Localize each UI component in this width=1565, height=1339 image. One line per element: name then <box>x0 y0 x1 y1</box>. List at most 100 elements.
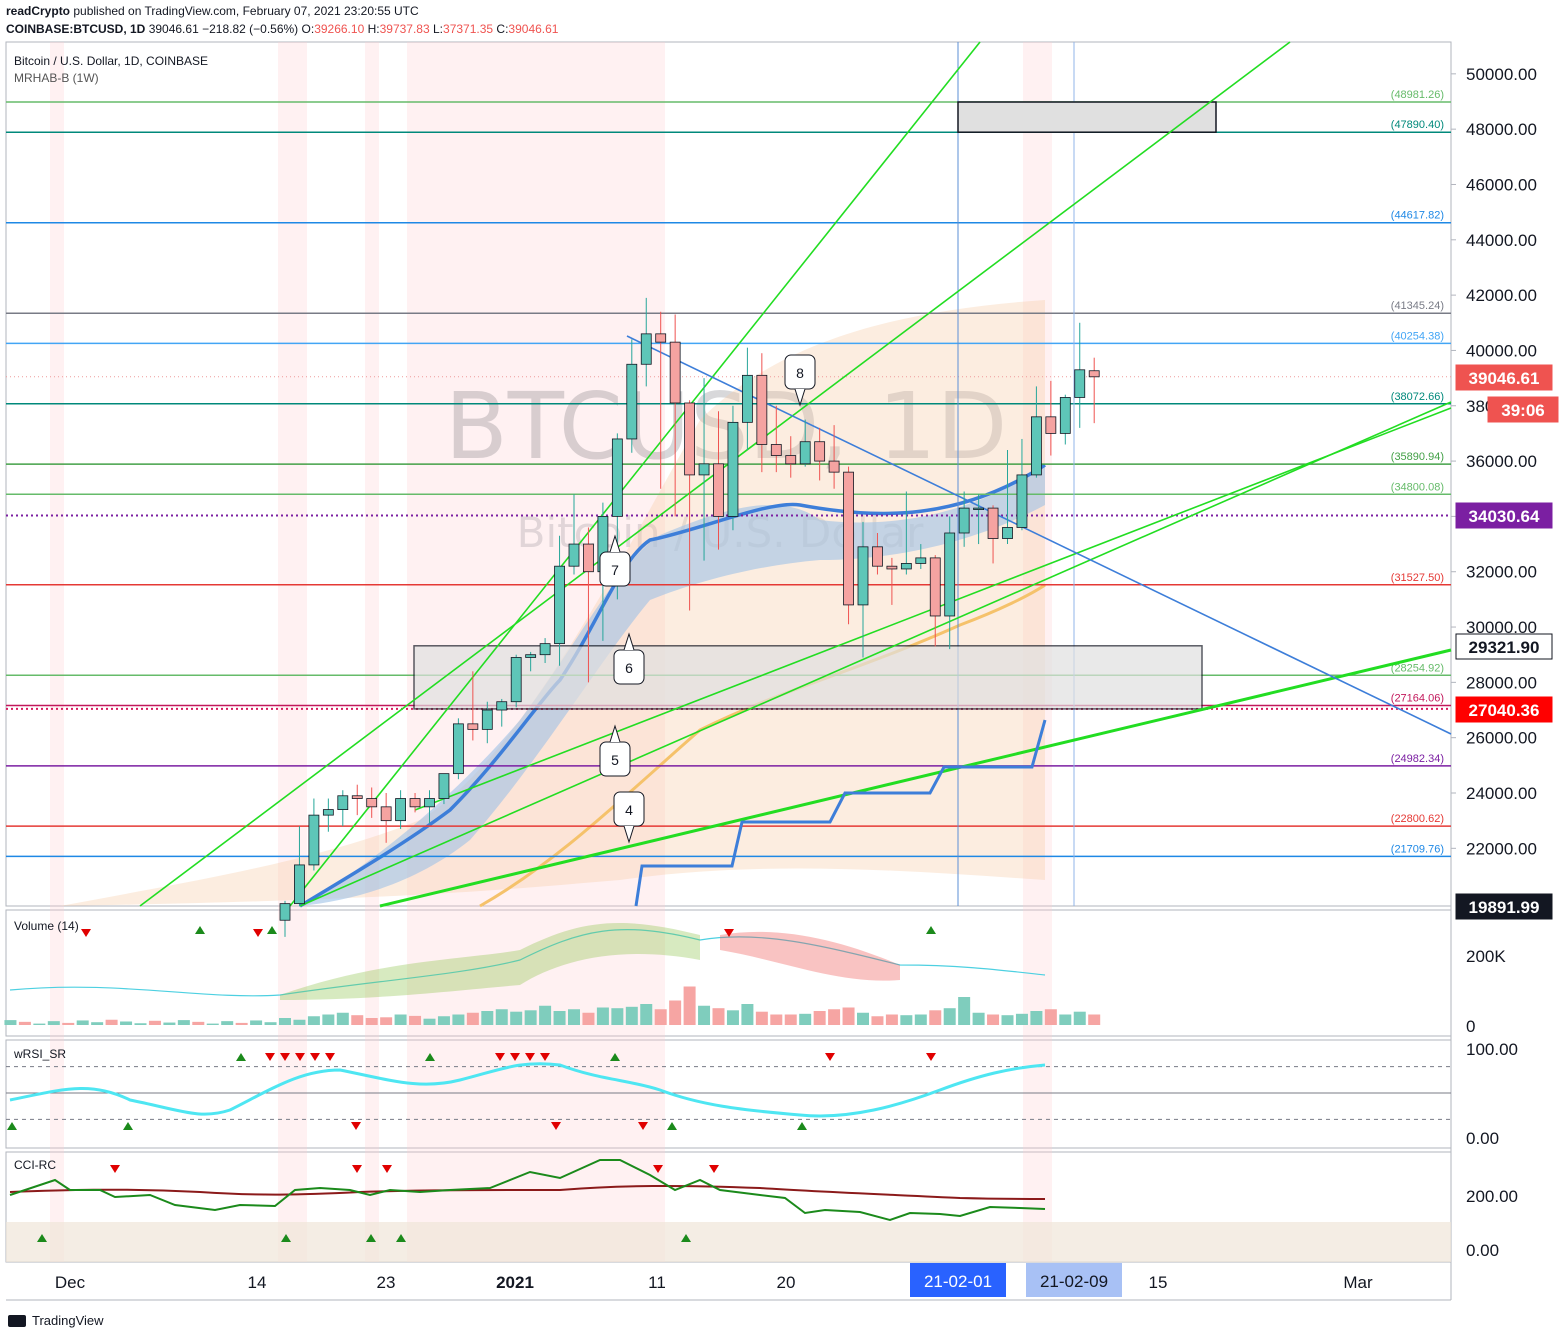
volume-bar <box>33 1023 46 1025</box>
date-badge-label: 21-02-01 <box>924 1272 992 1291</box>
volume-bar <box>799 1013 812 1025</box>
level-label: (22800.62) <box>1391 813 1444 825</box>
candle <box>424 790 435 824</box>
wave-label-pointer <box>794 388 806 407</box>
volume-ma-line <box>9 928 1046 997</box>
wrsi-pane-title: wRSI_SR <box>14 1047 67 1061</box>
level-label: (41345.24) <box>1391 300 1444 312</box>
volume-green-cloud <box>280 923 700 1000</box>
volume-bar <box>1073 1011 1086 1025</box>
volume-bar <box>712 1008 725 1025</box>
sell-arrow <box>295 1053 305 1061</box>
session-band <box>365 42 379 1262</box>
sell-arrow <box>709 1165 719 1173</box>
candle-body <box>1074 369 1086 398</box>
candle <box>799 419 811 467</box>
sell-arrow <box>265 1053 275 1061</box>
volume-bar <box>784 1014 797 1025</box>
weekly-step-line <box>634 719 1047 907</box>
buy-arrow <box>267 926 277 934</box>
candle-body <box>452 723 464 775</box>
candle-body <box>799 441 811 465</box>
cci-tick-label: 0.00 <box>1466 1241 1499 1260</box>
wave-label-text: 7 <box>611 562 619 578</box>
candle-body <box>814 441 826 462</box>
sell-arrow <box>638 1122 648 1130</box>
sell-arrow <box>926 1053 936 1061</box>
candle <box>1031 386 1042 478</box>
candle <box>857 521 869 658</box>
volume-bar <box>206 1023 219 1025</box>
session-band <box>293 42 307 1262</box>
buy-arrow <box>236 1053 246 1061</box>
volume-tick-label: 0 <box>1466 1017 1475 1036</box>
volume-red-cloud <box>720 931 900 981</box>
sell-arrow <box>253 929 263 937</box>
sell-arrow <box>352 1165 362 1173</box>
volume-bar <box>192 1021 205 1025</box>
candle-body <box>308 814 320 866</box>
open-value: 39266.10 <box>314 22 365 36</box>
volume-bar <box>495 1009 508 1025</box>
buy-arrow <box>926 926 936 934</box>
buy-arrow <box>281 1234 291 1242</box>
wave-label-pointer <box>623 825 635 844</box>
volume-bar <box>18 1021 31 1025</box>
volume-bar <box>755 1011 768 1025</box>
candle-body <box>467 723 479 730</box>
candle <box>684 400 695 611</box>
candle <box>554 535 565 666</box>
green-trendline <box>289 41 981 907</box>
volume-bar <box>163 1022 176 1025</box>
candle <box>669 314 681 517</box>
volume-bar <box>148 1020 161 1025</box>
price-badge-label: 27040.36 <box>1469 701 1540 720</box>
volume-bar <box>91 1022 104 1025</box>
candle-body <box>510 657 522 703</box>
price-badge <box>1455 893 1553 920</box>
volume-bar <box>914 1014 927 1025</box>
price-tick-label: 26000.00 <box>1466 729 1537 748</box>
volume-bar <box>625 1006 638 1025</box>
footer-brand: TradingView <box>32 1313 104 1328</box>
level-label: (21709.76) <box>1391 843 1444 855</box>
candle <box>886 557 898 605</box>
price-tick-label: 48000.00 <box>1466 120 1537 139</box>
volume-bar <box>1059 1014 1072 1025</box>
candle-body <box>944 532 956 617</box>
volume-bar <box>380 1017 393 1025</box>
wave-label-6: 6 <box>613 632 645 685</box>
low-value: 37371.35 <box>443 22 494 36</box>
candle <box>452 718 464 780</box>
volume-bar <box>828 1009 841 1025</box>
wave-label-5: 5 <box>599 724 631 777</box>
candle <box>698 378 710 561</box>
candle-body <box>395 798 407 822</box>
candle-body <box>583 543 594 573</box>
candle-body <box>727 421 739 517</box>
candle <box>279 900 291 937</box>
volume-bar <box>423 1018 436 1025</box>
tradingview-logo-icon <box>8 1314 26 1327</box>
volume-bar <box>943 1008 956 1025</box>
volume-bar <box>842 1007 855 1025</box>
publisher-name: readCrypto <box>6 4 71 18</box>
candle <box>770 405 782 473</box>
volume-bar <box>105 1019 118 1025</box>
publish-header: readCrypto published on TradingView.com,… <box>6 4 419 18</box>
candle-body <box>568 543 580 567</box>
buy-arrow <box>667 1122 677 1130</box>
volume-bar <box>958 997 971 1025</box>
volume-bar <box>669 1000 682 1025</box>
sell-arrow <box>280 1053 290 1061</box>
volume-bar <box>1015 1013 1028 1025</box>
candle <box>814 427 826 481</box>
volume-bar <box>235 1022 248 1025</box>
candle-body <box>1016 474 1028 528</box>
candle <box>713 411 724 550</box>
candle-body <box>1088 370 1100 378</box>
level-label: (40254.38) <box>1391 330 1444 342</box>
candle <box>944 516 956 650</box>
wave-label-pointer <box>609 534 621 553</box>
